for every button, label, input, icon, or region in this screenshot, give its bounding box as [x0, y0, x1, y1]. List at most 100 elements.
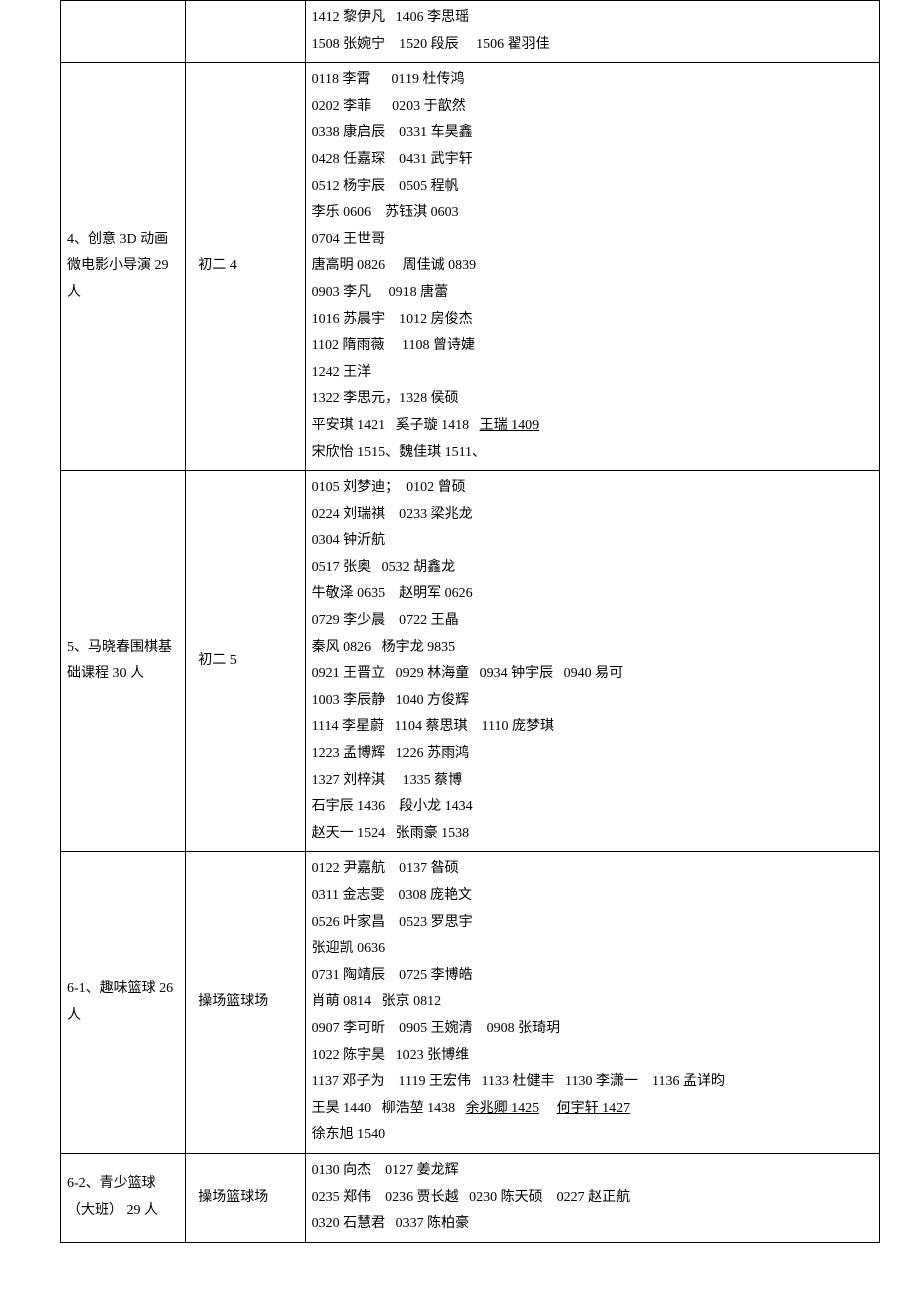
student-line: 1412 黎伊凡 1406 李思瑶 — [312, 5, 873, 32]
students-cell: 0105 刘梦迪； 0102 曾硕0224 刘瑞祺 0233 梁兆龙0304 钟… — [305, 471, 879, 852]
student-name: 牛敬泽 0635 赵明军 0626 — [312, 586, 473, 601]
student-line: 0304 钟沂航 — [312, 528, 873, 555]
student-name: 0921 王晋立 0929 林海童 0934 钟宇辰 0940 易可 — [312, 666, 624, 681]
student-name: 王昊 1440 柳浩堃 1438 — [312, 1101, 466, 1116]
student-line: 0903 李凡 0918 唐蕾 — [312, 280, 873, 307]
student-name: 1003 李辰静 1040 方俊辉 — [312, 693, 470, 708]
student-line: 0729 李少晨 0722 王晶 — [312, 608, 873, 635]
student-name: 宋欣怡 1515、魏佳琪 1511、 — [312, 445, 486, 460]
student-name: 唐高明 0826 周佳诚 0839 — [312, 258, 477, 273]
student-line: 0526 叶家昌 0523 罗思宇 — [312, 910, 873, 937]
student-name: 石宇辰 1436 段小龙 1434 — [312, 799, 473, 814]
table-row: 4、创意 3D 动画微电影小导演 29 人初二 4 0118 李霄 0119 杜传… — [61, 63, 880, 471]
student-name-underlined: 余兆卿 1425 — [466, 1101, 540, 1116]
student-line: 0202 李菲 0203 于歆然 — [312, 94, 873, 121]
course-name-cell: 4、创意 3D 动画微电影小导演 29 人 — [61, 63, 186, 471]
student-line: 王昊 1440 柳浩堃 1438 余兆卿 1425 何宇轩 1427 — [312, 1096, 873, 1123]
student-name-underlined: 何宇轩 1427 — [557, 1101, 631, 1116]
student-line: 张迎凯 0636 — [312, 936, 873, 963]
course-name-cell: 6-1、趣味篮球 26 人 — [61, 852, 186, 1154]
student-name: 0320 石慧君 0337 陈柏豪 — [312, 1216, 470, 1231]
student-name: 0311 金志雯 0308 庞艳文 — [312, 888, 472, 903]
student-name: 赵天一 1524 张雨豪 1538 — [312, 826, 470, 841]
location-cell: 操场篮球场 — [186, 852, 305, 1154]
student-name: 0428 任嘉琛 0431 武宇轩 — [312, 152, 473, 167]
table-row: 5、马晓春围棋基础课程 30 人初二 50105 刘梦迪； 0102 曾硕022… — [61, 471, 880, 852]
student-line: 0512 杨宇辰 0505 程帆 — [312, 174, 873, 201]
student-name: 秦风 0826 杨宇龙 9835 — [312, 640, 456, 655]
student-line: 1327 刘梓淇 1335 蔡博 — [312, 768, 873, 795]
table-row: 1412 黎伊凡 1406 李思瑶 1508 张婉宁 1520 段辰 1506 翟… — [61, 1, 880, 63]
student-line: 0428 任嘉琛 0431 武宇轩 — [312, 147, 873, 174]
student-line: 0338 康启辰 0331 车昊鑫 — [312, 120, 873, 147]
student-line: 0224 刘瑞祺 0233 梁兆龙 — [312, 502, 873, 529]
student-name: 1223 孟博辉 1226 苏雨鸿 — [312, 746, 470, 761]
student-name: 1137 邓子为 1119 王宏伟 1133 杜健丰 1130 李潇一 1136… — [312, 1074, 725, 1089]
location-cell: 操场篮球场 — [186, 1153, 305, 1242]
student-line: 唐高明 0826 周佳诚 0839 — [312, 253, 873, 280]
student-name: 0338 康启辰 0331 车昊鑫 — [312, 125, 473, 140]
student-line: 1508 张婉宁 1520 段辰 1506 翟羽佳 — [312, 32, 873, 59]
student-line: 徐东旭 1540 — [312, 1122, 873, 1149]
student-name: 平安琪 1421 奚子璇 1418 — [312, 418, 480, 433]
student-name: 0517 张奥 0532 胡鑫龙 — [312, 560, 456, 575]
students-cell: 1412 黎伊凡 1406 李思瑶 1508 张婉宁 1520 段辰 1506 翟… — [305, 1, 879, 63]
student-name: 0130 向杰 0127 姜龙辉 — [312, 1163, 459, 1178]
table-row: 6-1、趣味篮球 26 人操场篮球场 0122 尹嘉航 0137 昝硕 0311 金… — [61, 852, 880, 1154]
student-line: 赵天一 1524 张雨豪 1538 — [312, 821, 873, 848]
student-name: 0235 郑伟 0236 贾长越 0230 陈天硕 0227 赵正航 — [312, 1190, 631, 1205]
student-name: 0731 陶靖辰 0725 李博皓 — [312, 968, 473, 983]
student-line: 李乐 0606 苏钰淇 0603 — [312, 200, 873, 227]
student-name: 李乐 0606 苏钰淇 0603 — [312, 205, 459, 220]
student-line: 1223 孟博辉 1226 苏雨鸿 — [312, 741, 873, 768]
student-name: 1102 隋雨薇 1108 曾诗婕 — [312, 338, 475, 353]
student-line: 1016 苏晨宇 1012 房俊杰 — [312, 307, 873, 334]
student-line: 0235 郑伟 0236 贾长越 0230 陈天硕 0227 赵正航 — [312, 1185, 873, 1212]
student-line: 1114 李星蔚 1104 蔡思琪 1110 庞梦琪 — [312, 714, 873, 741]
table-row: 6-2、青少篮球（大班） 29 人操场篮球场 0130 向杰 0127 姜龙辉 02… — [61, 1153, 880, 1242]
student-name — [539, 1101, 557, 1116]
student-name: 0224 刘瑞祺 0233 梁兆龙 — [312, 507, 473, 522]
student-name: 张迎凯 0636 — [312, 941, 386, 956]
student-line: 1322 李思元，1328 侯硕 — [312, 386, 873, 413]
student-name: 1242 王洋 — [312, 365, 372, 380]
student-line: 1242 王洋 — [312, 360, 873, 387]
course-name-cell — [61, 1, 186, 63]
student-name: 徐东旭 1540 — [312, 1127, 386, 1142]
student-name: 0907 李可昕 0905 王婉清 0908 张琦玥 — [312, 1021, 561, 1036]
student-line: 肖萌 0814 张京 0812 — [312, 989, 873, 1016]
student-name: 1022 陈宇昊 1023 张博维 — [312, 1048, 470, 1063]
student-line: 0122 尹嘉航 0137 昝硕 — [312, 856, 873, 883]
student-name: 1508 张婉宁 1520 段辰 1506 翟羽佳 — [312, 37, 550, 52]
student-name: 0118 李霄 0119 杜传鸿 — [312, 72, 465, 87]
student-line: 0311 金志雯 0308 庞艳文 — [312, 883, 873, 910]
student-line: 宋欣怡 1515、魏佳琪 1511、 — [312, 440, 873, 467]
student-line: 石宇辰 1436 段小龙 1434 — [312, 794, 873, 821]
student-name: 0202 李菲 0203 于歆然 — [312, 99, 466, 114]
student-line: 0731 陶靖辰 0725 李博皓 — [312, 963, 873, 990]
course-name-cell: 6-2、青少篮球（大班） 29 人 — [61, 1153, 186, 1242]
student-name: 0304 钟沂航 — [312, 533, 386, 548]
location-cell: 初二 5 — [186, 471, 305, 852]
student-line: 0517 张奥 0532 胡鑫龙 — [312, 555, 873, 582]
student-name: 1322 李思元，1328 侯硕 — [312, 391, 459, 406]
student-name-underlined: 王瑞 1409 — [480, 418, 540, 433]
student-name: 1412 黎伊凡 1406 李思瑶 — [312, 10, 470, 25]
student-line: 平安琪 1421 奚子璇 1418 王瑞 1409 — [312, 413, 873, 440]
student-line: 1102 隋雨薇 1108 曾诗婕 — [312, 333, 873, 360]
student-line: 0130 向杰 0127 姜龙辉 — [312, 1158, 873, 1185]
student-line: 0118 李霄 0119 杜传鸿 — [312, 67, 873, 94]
location-cell: 初二 4 — [186, 63, 305, 471]
course-name-cell: 5、马晓春围棋基础课程 30 人 — [61, 471, 186, 852]
student-line: 牛敬泽 0635 赵明军 0626 — [312, 581, 873, 608]
students-cell: 0122 尹嘉航 0137 昝硕 0311 金志雯 0308 庞艳文 0526 叶家… — [305, 852, 879, 1154]
student-line: 1003 李辰静 1040 方俊辉 — [312, 688, 873, 715]
student-name: 0526 叶家昌 0523 罗思宇 — [312, 915, 473, 930]
location-cell — [186, 1, 305, 63]
student-line: 0320 石慧君 0337 陈柏豪 — [312, 1211, 873, 1238]
student-name: 1016 苏晨宇 1012 房俊杰 — [312, 312, 473, 327]
student-name: 肖萌 0814 张京 0812 — [312, 994, 442, 1009]
student-name: 0512 杨宇辰 0505 程帆 — [312, 179, 459, 194]
student-name: 0729 李少晨 0722 王晶 — [312, 613, 459, 628]
roster-table: 1412 黎伊凡 1406 李思瑶 1508 张婉宁 1520 段辰 1506 翟… — [60, 0, 880, 1243]
